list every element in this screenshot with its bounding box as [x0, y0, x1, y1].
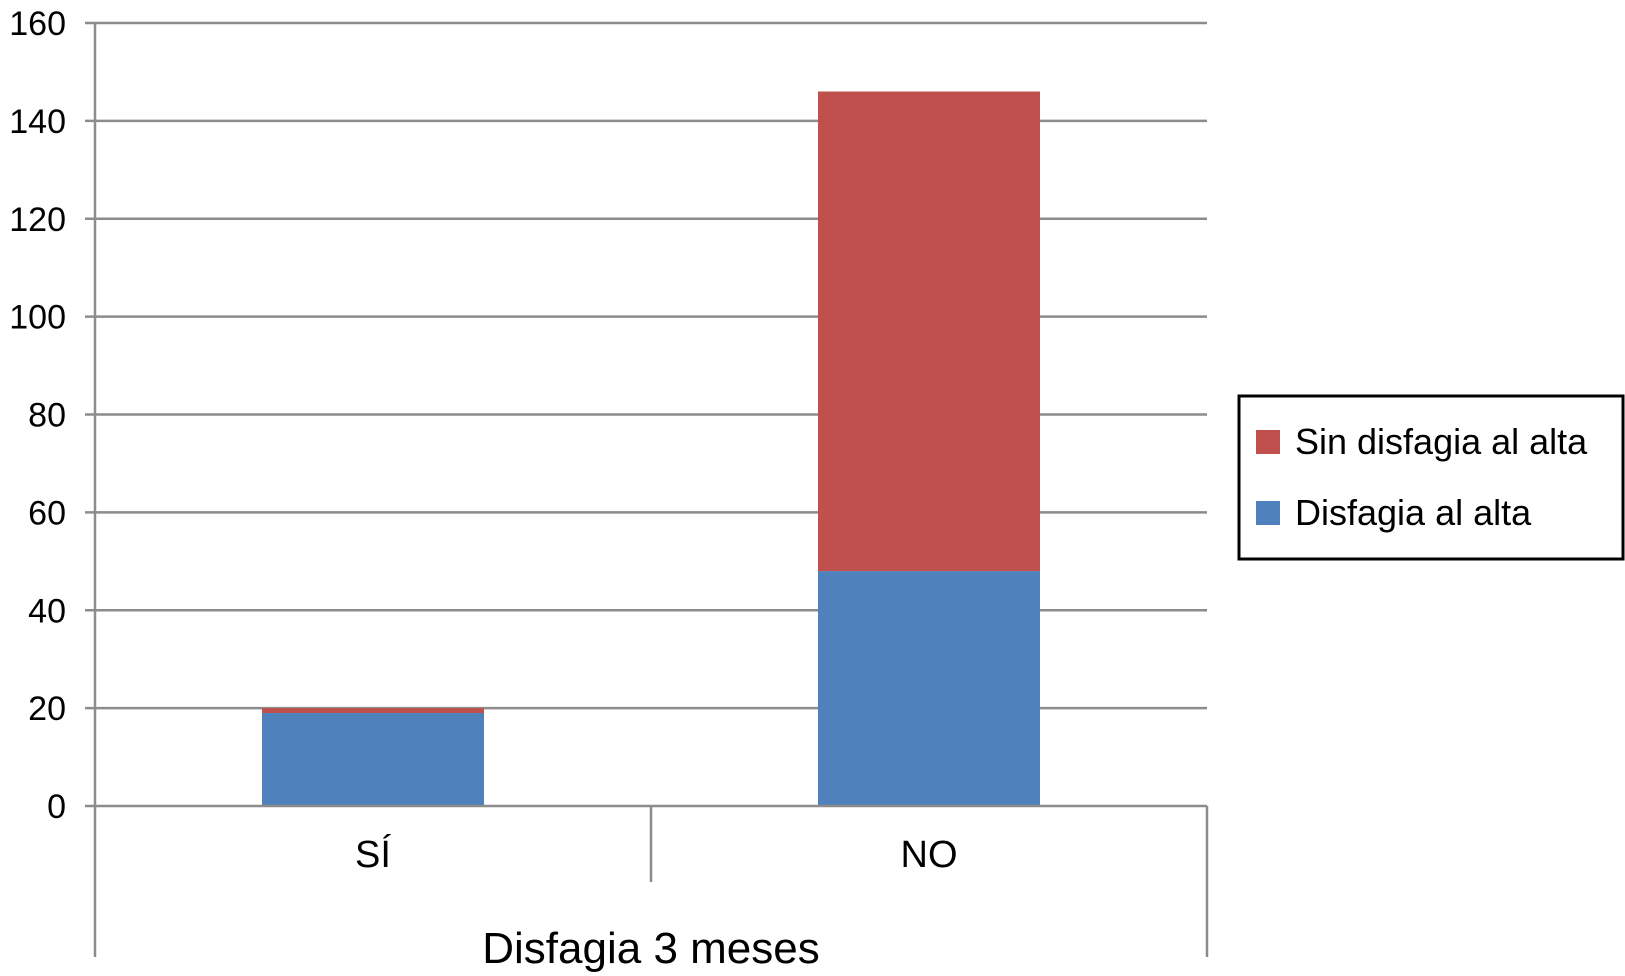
y-tick-label: 160: [9, 5, 66, 43]
legend-label: Sin disfagia al alta: [1295, 421, 1588, 462]
y-tick-label: 0: [47, 788, 66, 826]
y-tick-label: 80: [28, 397, 66, 435]
legend-swatch: [1256, 430, 1280, 454]
x-axis-group-label: Disfagia 3 meses: [482, 924, 819, 973]
category-labels: SÍ NO: [355, 833, 957, 876]
legend-label: Disfagia al alta: [1295, 492, 1532, 533]
legend-swatch: [1256, 501, 1280, 525]
legend: Sin disfagia al alta Disfagia al alta: [1237, 394, 1625, 561]
y-tick-label: 40: [28, 592, 66, 630]
y-tick-label: 60: [28, 494, 66, 532]
x-category-label: SÍ: [355, 833, 391, 876]
legend-box: [1237, 394, 1625, 561]
bars: [262, 91, 1040, 806]
y-tick-label: 20: [28, 690, 66, 728]
bar-segment: [818, 571, 1040, 806]
y-tick-label: 140: [9, 103, 66, 141]
axes: [93, 23, 1209, 957]
bar-segment: [818, 91, 1040, 572]
x-category-label: NO: [901, 834, 958, 876]
y-tick-label: 100: [9, 299, 66, 337]
bar-segment: [262, 713, 484, 806]
y-axis-ticks: 0 20 40 60 80 100 120 140 160: [9, 5, 95, 826]
gridlines: [95, 21, 1207, 710]
bar-segment: [262, 708, 484, 714]
y-tick-label: 120: [9, 201, 66, 239]
